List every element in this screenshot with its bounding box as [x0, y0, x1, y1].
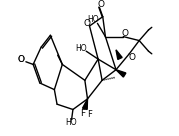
Text: O: O [17, 55, 24, 64]
Text: O: O [128, 53, 135, 62]
Text: O: O [18, 55, 25, 64]
Text: F: F [80, 109, 85, 118]
Polygon shape [83, 99, 88, 109]
Text: O: O [83, 19, 90, 28]
Polygon shape [116, 50, 122, 59]
Polygon shape [116, 70, 126, 77]
Text: HO: HO [88, 15, 99, 24]
Text: O: O [121, 29, 128, 38]
Text: =: = [20, 52, 26, 58]
Text: O: O [98, 0, 105, 9]
Text: F: F [87, 110, 92, 119]
Text: HO: HO [65, 118, 77, 127]
Text: HO: HO [75, 44, 87, 53]
